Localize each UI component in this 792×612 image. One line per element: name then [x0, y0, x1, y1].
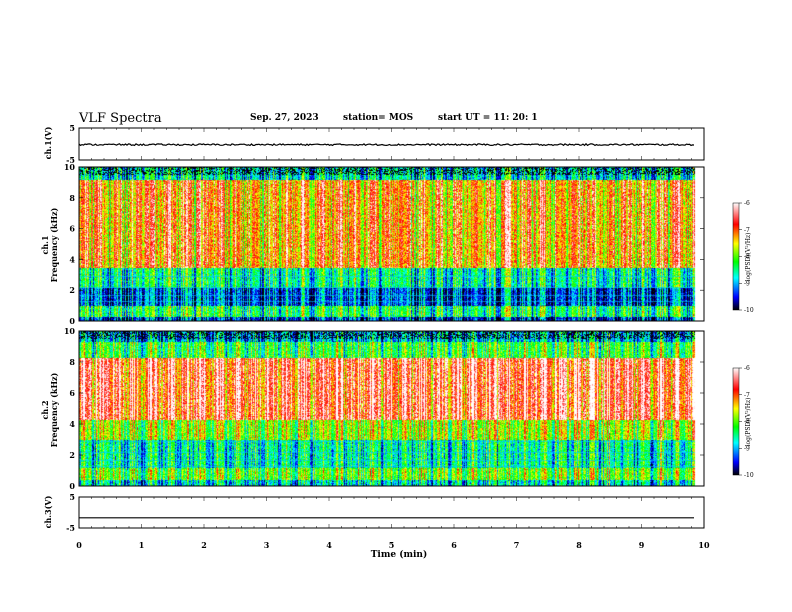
ch1-freq-ylabel: Frequency (kHz)	[49, 207, 59, 282]
x-tick-label-0: 0	[76, 540, 82, 550]
colorbar2	[732, 367, 740, 476]
date-label: Sep. 27, 2023	[250, 113, 319, 123]
panel-3-ytick-label-0: 5	[69, 492, 75, 502]
x-tick-label-3: 3	[264, 540, 270, 550]
colorbar2-tick-label-0: -6	[744, 365, 750, 372]
colorbar1-tick-label-4: -10	[744, 307, 754, 314]
colorbar2-tick-label-1: -7	[744, 392, 750, 399]
panel-1-ytick-label-3: 6	[69, 224, 75, 234]
x-tick-label-2: 2	[201, 540, 207, 550]
colorbar1-tick-label-0: -6	[744, 200, 750, 207]
colorbar1-tick-label-3: -9	[744, 280, 750, 287]
ch2-spectrogram-image	[79, 331, 704, 486]
panel-2-ytick-label-3: 6	[69, 388, 75, 398]
colorbar1	[732, 202, 740, 311]
colorbar2-label: log(PSD)(V²/Hz)	[745, 398, 752, 447]
chart-title: VLF Spectra	[79, 111, 162, 126]
ch1-freq-ylabel-ch: ch.1	[40, 235, 50, 254]
ch2-freq-ylabel-ch: ch.2	[40, 400, 50, 419]
panel-2-ytick-label-1: 2	[69, 450, 75, 460]
panel-1-ytick-label-0: 0	[69, 316, 75, 326]
colorbar1-tick-label-2: -8	[744, 254, 750, 261]
panel-2-ytick-label-0: 0	[69, 481, 75, 491]
panel-1-ytick-label-2: 4	[69, 254, 75, 264]
x-tick-label-8: 8	[576, 540, 582, 550]
panel-3-frame	[78, 496, 705, 529]
x-tick-label-1: 1	[139, 540, 145, 550]
panel-1-ytick-label-4: 8	[69, 193, 75, 203]
ch1-waveform-ylabel: ch.1(V)	[43, 126, 53, 159]
x-tick-label-6: 6	[451, 540, 457, 550]
x-axis-label: Time (min)	[371, 549, 428, 560]
panel-2-ytick-label-4: 8	[69, 357, 75, 367]
colorbar2-tick-label-4: -10	[744, 472, 754, 479]
x-tick-label-4: 4	[326, 540, 332, 550]
panel-2-ytick-label-2: 4	[69, 419, 75, 429]
x-tick-label-5: 5	[389, 540, 395, 550]
start-ut-label: start UT = 11: 20: 1	[438, 113, 538, 123]
ch1-spectrogram-image	[79, 167, 704, 321]
ch1-waveform-line	[78, 142, 695, 147]
panel-0-ytick-label-0: 5	[69, 123, 75, 133]
panel-1-ytick-label-5: 10	[64, 162, 76, 172]
panel-2-ytick-label-5: 10	[64, 326, 76, 336]
colorbar2-tick-label-2: -8	[744, 419, 750, 426]
colorbar2-tick-label-3: -9	[744, 445, 750, 452]
x-tick-label-7: 7	[514, 540, 520, 550]
colorbar1-label: log(PSD)(V²/Hz)	[745, 233, 752, 282]
x-tick-label-9: 9	[639, 540, 645, 550]
panel-1-ytick-label-1: 2	[69, 285, 75, 295]
colorbar1-tick-label-1: -7	[744, 227, 750, 234]
station-label: station= MOS	[343, 113, 414, 123]
x-tick-label-10: 10	[698, 540, 710, 550]
panel-0-ytick-label-1: -5	[66, 155, 75, 165]
panel-3-ytick-label-1: -5	[66, 523, 75, 533]
ch3-waveform-ylabel: ch.3(V)	[43, 495, 53, 528]
ch2-freq-ylabel: Frequency (kHz)	[49, 372, 59, 447]
